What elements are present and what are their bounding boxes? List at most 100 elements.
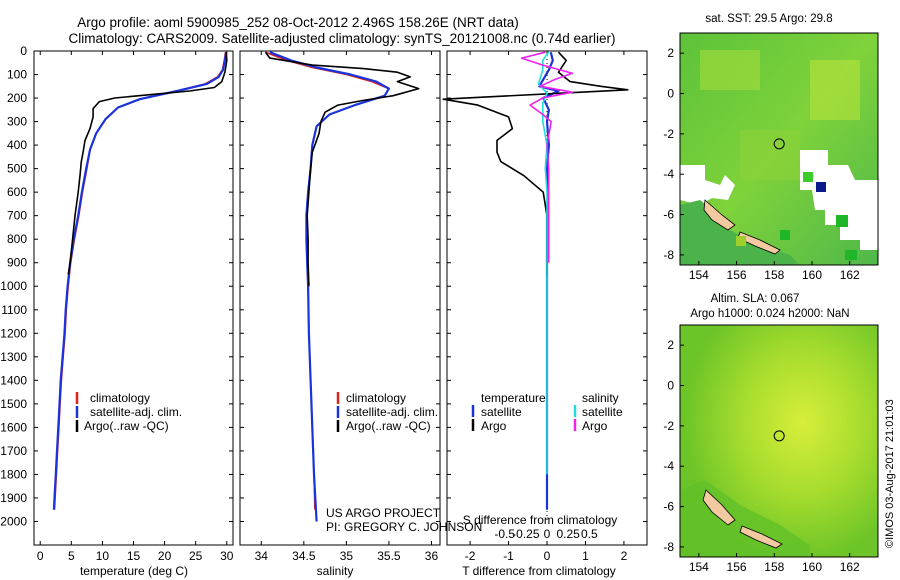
depth-tick-label: 2000 bbox=[0, 514, 27, 528]
float-location-marker bbox=[773, 430, 785, 442]
depth-tick-label: 0 bbox=[20, 44, 27, 58]
sst-map-frame bbox=[679, 32, 879, 266]
map-x-tick-label: 158 bbox=[764, 268, 784, 282]
depth-tick-label: 900 bbox=[7, 256, 27, 270]
sla-land-island bbox=[739, 525, 783, 549]
salinity-ticks: 34 34.5 35 35.5 36 bbox=[255, 51, 439, 563]
map-y-tick-label: -6 bbox=[663, 208, 674, 222]
x-tick-label: 20 bbox=[158, 549, 172, 563]
series-line-satellite-adj-clim- bbox=[269, 51, 390, 522]
map-y-tick-label: 2 bbox=[667, 46, 674, 60]
sst-warm-patch bbox=[740, 130, 800, 180]
differences-top-xlabel: S difference from climatology bbox=[463, 513, 618, 527]
depth-tick-label: 800 bbox=[7, 232, 27, 246]
map-x-tick-label: 154 bbox=[689, 560, 709, 574]
legend-label-sal-satellite: satellite bbox=[582, 405, 623, 419]
map-y-tick-label: 0 bbox=[667, 379, 674, 393]
series-line-argo-raw-qc- bbox=[67, 52, 228, 275]
x-tick-label: 25 bbox=[189, 549, 203, 563]
x-tick-label: 0 bbox=[544, 549, 551, 563]
depth-tick-label: 1100 bbox=[1, 303, 27, 317]
sla-map-frame bbox=[679, 324, 879, 558]
depth-tick-label: 1900 bbox=[0, 491, 27, 505]
map-x-tick-label: 156 bbox=[727, 560, 747, 574]
sst-map-title: sat. SST: 29.5 Argo: 29.8 bbox=[705, 13, 832, 25]
top-tick-label: -0.25 bbox=[512, 527, 540, 541]
series-line-temperature-argo bbox=[442, 51, 629, 275]
temperature-series bbox=[52, 52, 228, 510]
map-y-tick-label: -4 bbox=[663, 459, 674, 473]
differences-legend: temperature salinity satellite Argo sate… bbox=[471, 391, 623, 433]
x-tick-label: 35 bbox=[340, 549, 354, 563]
map-y-tick-label: -2 bbox=[663, 127, 674, 141]
depth-tick-label: 1000 bbox=[0, 279, 27, 293]
salinity-axes bbox=[239, 50, 441, 546]
map-y-tick-label: -6 bbox=[663, 500, 674, 514]
x-tick-label: -1 bbox=[503, 549, 514, 563]
sst-map-ticks: 154 156 158 160 162 2 0 -2 -4 -6 -8 bbox=[663, 46, 860, 282]
legend-label-satellite: satellite-adj. clim. bbox=[90, 405, 182, 419]
sla-map-title-2: Argo h1000: 0.024 h2000: NaN bbox=[690, 308, 849, 320]
difference-series bbox=[442, 51, 629, 510]
sla-map-ticks: 154 156 158 160 162 2 0 -2 -4 -6 -8 bbox=[663, 338, 860, 574]
legend-label-climatology: climatology bbox=[90, 391, 150, 405]
depth-tick-label: 1500 bbox=[0, 397, 27, 411]
temperature-ticks: 0 5 10 15 20 25 30 bbox=[37, 51, 234, 563]
series-line-climatology bbox=[265, 51, 390, 510]
sst-cold-pixel bbox=[816, 182, 826, 192]
title-line-2: Climatology: CARS2009. Satellite-adjuste… bbox=[68, 31, 615, 46]
legend-title-salinity: salinity bbox=[582, 391, 619, 405]
legend-label-temp-argo: Argo bbox=[481, 419, 507, 433]
depth-tick-label: 200 bbox=[7, 91, 27, 105]
x-tick-label: 36 bbox=[425, 549, 439, 563]
sst-pixel bbox=[845, 250, 857, 260]
legend-title-temperature: temperature bbox=[481, 391, 546, 405]
series-line-salinity-argo bbox=[520, 51, 574, 263]
series-line-argo-raw-qc- bbox=[264, 51, 420, 287]
x-tick-label: 34.5 bbox=[292, 549, 316, 563]
depth-tick-label: 1700 bbox=[0, 444, 27, 458]
depth-tick-label: 1600 bbox=[0, 420, 27, 434]
legend-label-argo: Argo(..raw -QC) bbox=[346, 419, 431, 433]
top-tick-label: 0.25 bbox=[556, 527, 580, 541]
imos-stamp: ©IMOS 03-Aug-2017 21:01:03 bbox=[884, 399, 896, 548]
depth-tick-label: 1800 bbox=[0, 467, 27, 481]
temperature-legend: climatology satellite-adj. clim. Argo(..… bbox=[75, 391, 182, 433]
map-x-tick-label: 158 bbox=[764, 560, 784, 574]
x-tick-label: 1 bbox=[582, 549, 589, 563]
map-x-tick-label: 160 bbox=[802, 268, 822, 282]
series-line-salinity-satellite bbox=[537, 51, 550, 475]
map-y-tick-label: -4 bbox=[663, 167, 674, 181]
map-y-tick-label: -8 bbox=[663, 248, 674, 262]
map-x-tick-label: 156 bbox=[727, 268, 747, 282]
depth-tick-label: 300 bbox=[7, 115, 27, 129]
depth-tick-label: 1200 bbox=[0, 326, 27, 340]
depth-tick-label: 700 bbox=[7, 209, 27, 223]
project-annotation-1: US ARGO PROJECT bbox=[326, 506, 441, 520]
title-line-1: Argo profile: aoml 5900985_252 08-Oct-20… bbox=[77, 15, 519, 30]
sst-map bbox=[679, 32, 879, 266]
top-tick-label: 0.5 bbox=[581, 527, 598, 541]
x-tick-label: -2 bbox=[465, 549, 476, 563]
map-x-tick-label: 162 bbox=[840, 560, 860, 574]
legend-label-sal-argo: Argo bbox=[582, 419, 608, 433]
sst-warm-patch bbox=[700, 50, 760, 90]
top-tick-label: 0 bbox=[544, 527, 551, 541]
legend-label-argo: Argo(..raw -QC) bbox=[84, 419, 169, 433]
x-tick-label: 15 bbox=[127, 549, 141, 563]
depth-tick-label: 500 bbox=[7, 162, 27, 176]
map-y-tick-label: -2 bbox=[663, 419, 674, 433]
legend-label-temp-satellite: satellite bbox=[481, 405, 522, 419]
map-x-tick-label: 154 bbox=[689, 268, 709, 282]
sst-pixel bbox=[836, 215, 848, 227]
legend-label-satellite: satellite-adj. clim. bbox=[346, 405, 438, 419]
series-line-climatology bbox=[53, 52, 227, 510]
x-tick-label: 0 bbox=[37, 549, 44, 563]
map-x-tick-label: 162 bbox=[840, 268, 860, 282]
sla-map-title-1: Altim. SLA: 0.067 bbox=[711, 293, 800, 305]
top-tick-label: -0.5 bbox=[494, 527, 515, 541]
sst-land-island bbox=[703, 199, 736, 231]
depth-tick-label: 400 bbox=[7, 138, 27, 152]
map-y-tick-label: -8 bbox=[663, 540, 674, 554]
